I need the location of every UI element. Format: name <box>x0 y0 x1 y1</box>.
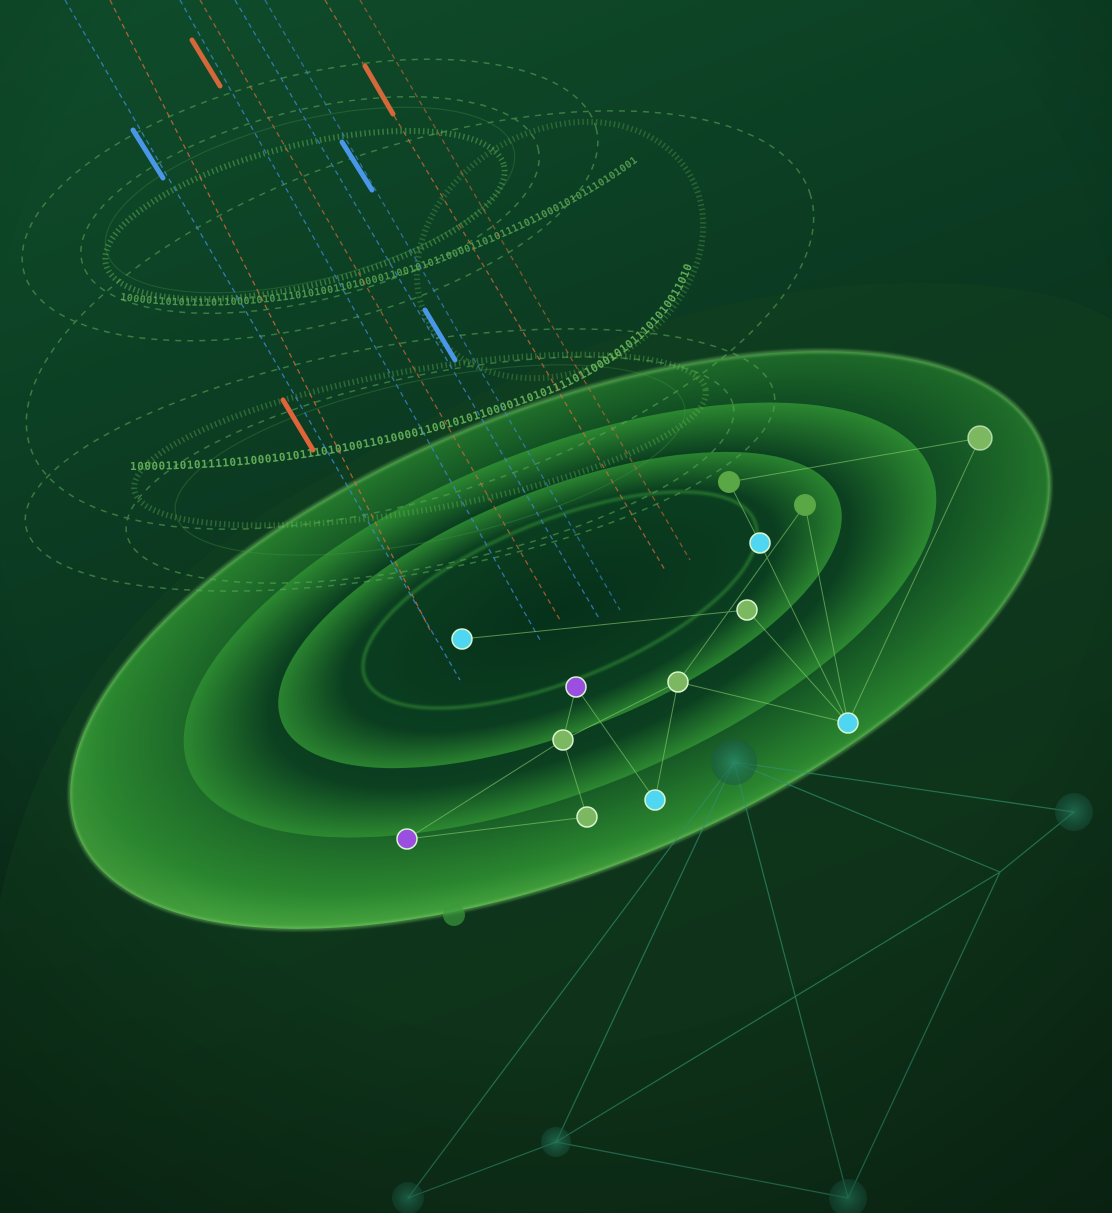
abstract-network-artwork: 1000011010111101100010101110101001101000… <box>0 0 1112 1213</box>
artwork-canvas: 1000011010111101100010101110101001101000… <box>0 0 1112 1213</box>
vignette-overlay <box>0 0 1112 1213</box>
